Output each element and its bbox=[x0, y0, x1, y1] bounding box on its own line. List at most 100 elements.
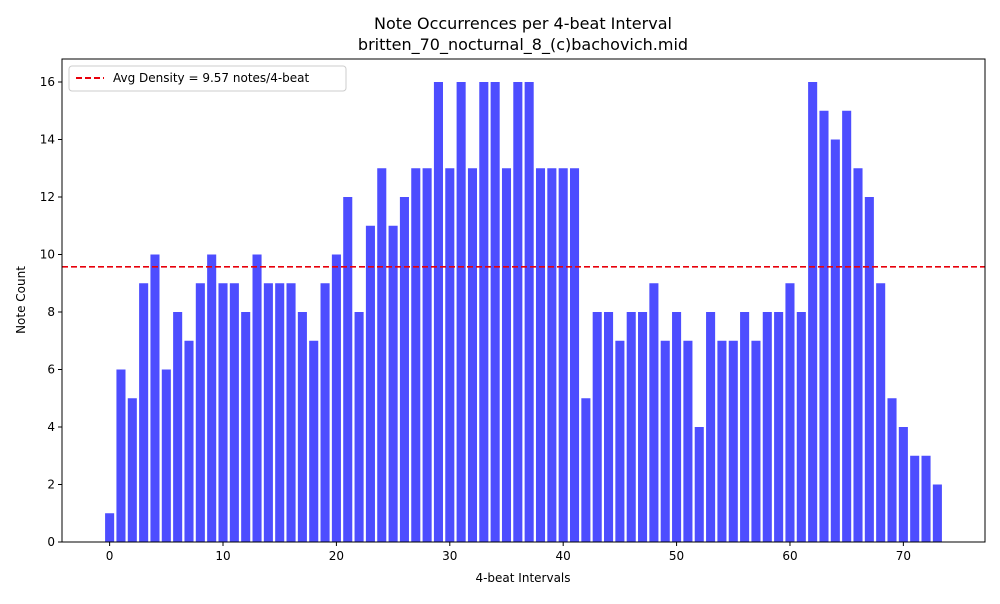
bar bbox=[626, 312, 636, 542]
bar bbox=[263, 283, 273, 542]
bar bbox=[683, 340, 693, 542]
bar bbox=[672, 312, 682, 542]
y-tick-label: 12 bbox=[40, 190, 55, 204]
bar bbox=[558, 168, 568, 542]
bar bbox=[785, 283, 795, 542]
bar bbox=[796, 312, 806, 542]
bar bbox=[694, 427, 704, 542]
bar bbox=[343, 197, 353, 542]
bar bbox=[150, 254, 160, 542]
bar bbox=[241, 312, 251, 542]
bar bbox=[581, 398, 591, 542]
bar bbox=[604, 312, 614, 542]
y-tick-label: 16 bbox=[40, 75, 55, 89]
bar bbox=[853, 168, 863, 542]
bar bbox=[161, 369, 171, 542]
bar bbox=[547, 168, 557, 542]
x-tick-label: 60 bbox=[782, 549, 797, 563]
bar bbox=[501, 168, 512, 542]
bar bbox=[479, 82, 489, 542]
chart-title: Note Occurrences per 4-beat Interval bbox=[374, 14, 672, 33]
bar bbox=[535, 168, 546, 542]
bar bbox=[297, 312, 307, 542]
legend: Avg Density = 9.57 notes/4-beat bbox=[68, 65, 347, 92]
bar bbox=[569, 168, 580, 542]
bar bbox=[388, 225, 398, 542]
x-tick-label: 30 bbox=[442, 549, 457, 563]
bar bbox=[819, 110, 829, 542]
y-tick-label: 4 bbox=[47, 420, 55, 434]
bar bbox=[331, 254, 341, 542]
x-tick-label: 0 bbox=[106, 549, 114, 563]
bar bbox=[377, 168, 387, 542]
bar bbox=[864, 197, 874, 542]
bar bbox=[490, 82, 500, 542]
plot-frame bbox=[61, 58, 986, 543]
bar bbox=[195, 283, 205, 542]
bar bbox=[173, 312, 183, 542]
y-tick-label: 14 bbox=[40, 133, 55, 147]
bar bbox=[116, 369, 126, 542]
bar bbox=[774, 312, 784, 542]
bar bbox=[456, 82, 466, 542]
bar bbox=[320, 283, 330, 542]
y-tick-label: 0 bbox=[47, 535, 55, 549]
x-tick-label: 50 bbox=[669, 549, 684, 563]
bar bbox=[910, 455, 920, 542]
bar bbox=[105, 513, 115, 542]
y-axis-ticks: 0 2 4 6 8 10 12 14 16 bbox=[40, 75, 62, 549]
bar bbox=[751, 340, 761, 542]
bar bbox=[365, 225, 375, 542]
bar bbox=[876, 283, 886, 542]
x-tick-label: 20 bbox=[329, 549, 344, 563]
bar bbox=[649, 283, 659, 542]
bar bbox=[921, 455, 931, 542]
chart-subtitle: britten_70_nocturnal_8_(c)bachovich.mid bbox=[358, 35, 688, 55]
bar bbox=[615, 340, 625, 542]
x-tick-label: 40 bbox=[556, 549, 571, 563]
bar bbox=[592, 312, 602, 542]
x-axis-label: 4-beat Intervals bbox=[475, 571, 570, 585]
bar bbox=[660, 340, 670, 542]
bar bbox=[445, 168, 455, 542]
bar bbox=[275, 283, 285, 542]
bar bbox=[728, 340, 738, 542]
bar bbox=[422, 168, 432, 542]
bar bbox=[218, 283, 228, 542]
bar bbox=[932, 484, 942, 542]
y-tick-label: 6 bbox=[47, 363, 55, 377]
bar bbox=[887, 398, 897, 542]
bar bbox=[706, 312, 716, 542]
bar bbox=[638, 312, 648, 542]
bar bbox=[127, 398, 137, 542]
legend-box bbox=[68, 65, 347, 92]
bar bbox=[207, 254, 217, 542]
bar bbox=[830, 139, 840, 542]
bar bbox=[309, 340, 319, 542]
bar bbox=[252, 254, 262, 542]
bar bbox=[467, 168, 478, 542]
x-tick-label: 70 bbox=[896, 549, 911, 563]
bar bbox=[717, 340, 727, 542]
y-tick-label: 2 bbox=[47, 478, 55, 492]
bar bbox=[842, 110, 852, 542]
bar bbox=[808, 82, 818, 542]
bar bbox=[411, 168, 421, 542]
bar bbox=[399, 197, 409, 542]
bar bbox=[433, 82, 443, 542]
bar bbox=[354, 312, 364, 542]
bar bbox=[898, 427, 908, 542]
y-tick-label: 10 bbox=[40, 248, 55, 262]
x-axis-ticks: 0 10 20 30 40 50 60 70 bbox=[106, 542, 911, 563]
x-tick-label: 10 bbox=[215, 549, 230, 563]
bars-group bbox=[105, 82, 942, 542]
bar bbox=[513, 82, 523, 542]
legend-entry-average: Avg Density = 9.57 notes/4-beat bbox=[113, 71, 310, 85]
bar bbox=[524, 82, 534, 542]
bar bbox=[740, 312, 750, 542]
y-tick-label: 8 bbox=[47, 305, 55, 319]
bar bbox=[184, 340, 194, 542]
bar bbox=[139, 283, 149, 542]
